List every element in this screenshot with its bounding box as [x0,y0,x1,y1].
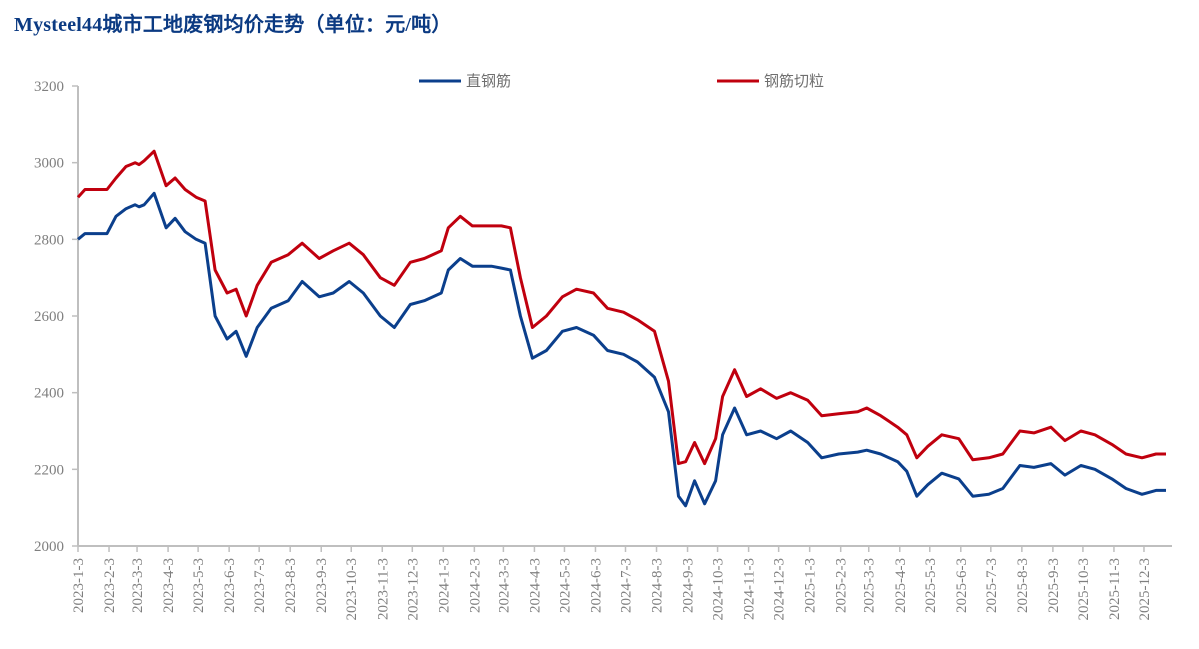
x-tick-label: 2025-2-3 [834,558,850,613]
x-tick-label: 2023-12-3 [405,558,421,621]
x-tick-label: 2025-8-3 [1015,558,1031,613]
x-tick-label: 2023-6-3 [222,558,238,613]
x-tick-label: 2025-11-3 [1107,558,1123,620]
x-tick-label: 2025-7-3 [984,558,1000,613]
x-tick-label: 2023-11-3 [375,558,391,620]
x-tick-label: 2024-3-3 [496,558,512,613]
x-tick-label: 2023-4-3 [161,558,177,613]
x-tick-label: 2024-7-3 [619,558,635,613]
legend: 直钢筋 钢筋切粒 [419,72,824,90]
x-tick-label: 2025-3-3 [862,558,878,613]
x-tick-label: 2024-8-3 [650,558,666,613]
x-tick-label: 2023-3-3 [130,558,146,613]
x-tick-label: 2023-8-3 [283,558,299,613]
x-tick-label: 2025-6-3 [954,558,970,613]
y-tick-label: 2600 [34,309,64,325]
x-tick-label: 2025-1-3 [803,558,819,613]
x-tick-label: 2025-10-3 [1076,558,1092,621]
legend-label: 直钢筋 [466,72,511,90]
y-tick-label: 3200 [34,79,64,95]
x-tick-label: 2024-1-3 [436,558,452,613]
x-tick-label: 2024-9-3 [681,558,697,613]
x-tick-label: 2023-2-3 [102,558,118,613]
x-tick-label: 2023-5-3 [191,558,207,613]
x-tick-label: 2025-12-3 [1137,558,1153,621]
x-tick-label: 2023-7-3 [252,558,268,613]
y-tick-label: 3000 [34,156,64,172]
legend-label: 钢筋切粒 [764,72,824,90]
x-tick-label: 2025-5-3 [923,558,939,613]
x-tick-label: 2025-9-3 [1046,558,1062,613]
series-line-1 [77,191,1166,508]
x-tick-label: 2025-4-3 [893,558,909,613]
y-tick-label: 2200 [34,462,64,478]
y-tick-label: 2000 [34,539,64,555]
x-tick-label: 2023-1-3 [71,558,87,613]
x-tick-label: 2024-2-3 [467,558,483,613]
x-tick-label: 2023-10-3 [344,558,360,621]
axes: 2000 2200 2400 2600 2800 3000 3200 2023-1-3 2023… [34,79,1172,621]
x-tick-label: 2024-10-3 [711,558,727,621]
x-tick-label: 2023-9-3 [314,558,330,613]
series-lines [76,149,1166,508]
chart-title: Mysteel44城市工地废钢均价走势（单位：元/吨） [14,14,452,36]
y-tick-label: 2800 [34,232,64,248]
x-tick-label: 2024-4-3 [527,558,543,613]
x-tick-label: 2024-5-3 [557,558,573,613]
x-tick-label: 2024-12-3 [772,558,788,621]
x-tick-label: 2024-11-3 [742,558,758,620]
series-line-2 [76,149,1166,466]
x-tick-label: 2024-6-3 [588,558,604,613]
y-tick-label: 2400 [34,386,64,402]
